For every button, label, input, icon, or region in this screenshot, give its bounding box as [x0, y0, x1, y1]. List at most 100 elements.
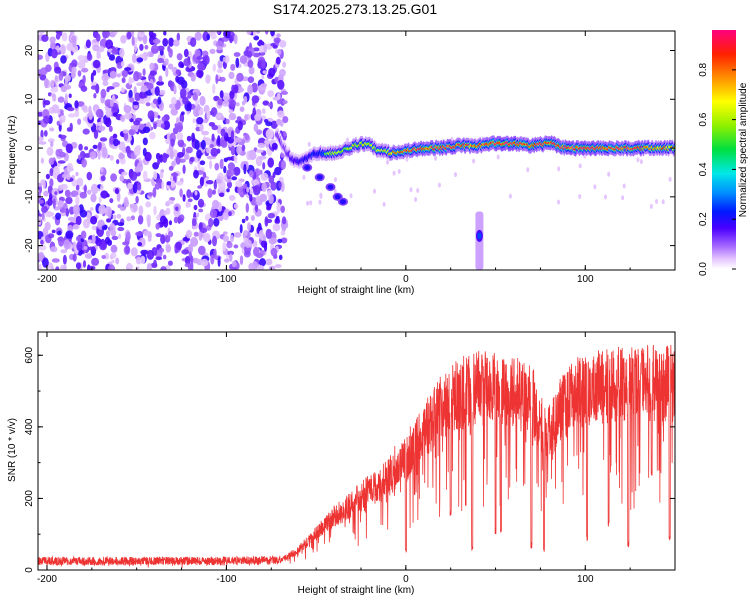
noise-blob	[216, 68, 224, 74]
colorbar-tick-label: 0.4	[698, 162, 709, 176]
snr-y-label: SNR (10 * v/v)	[7, 418, 18, 482]
noise-blob	[179, 158, 186, 163]
noise-blob	[272, 223, 281, 232]
noise-blob	[158, 247, 164, 253]
noise-blob	[110, 173, 117, 182]
noise-blob	[107, 239, 113, 246]
noise-blob	[236, 145, 242, 155]
noise-blob	[216, 46, 223, 51]
noise-blob	[50, 93, 56, 97]
noise-speckle	[438, 182, 441, 188]
noise-blob	[243, 96, 248, 104]
noise-blob	[86, 53, 93, 61]
noise-blob	[92, 144, 98, 149]
noise-blob	[74, 109, 80, 118]
noise-blob	[160, 234, 166, 245]
noise-blob	[237, 185, 245, 196]
noise-blob	[273, 37, 281, 44]
noise-blob	[179, 88, 187, 98]
noise-blob	[120, 206, 126, 211]
noise-blob	[38, 141, 47, 145]
noise-blob	[49, 178, 54, 188]
noise-blob	[248, 149, 256, 159]
colorbar-label: Normalized spectral amplitude	[738, 82, 749, 217]
noise-blob	[186, 91, 192, 99]
noise-blob	[99, 137, 108, 142]
noise-blob	[51, 258, 60, 263]
noise-blob	[216, 176, 223, 185]
noise-blob	[250, 215, 255, 221]
noise-blob	[225, 118, 230, 125]
noise-blob	[184, 255, 191, 266]
noise-blob	[192, 92, 198, 101]
noise-blob	[118, 153, 125, 160]
noise-blob	[38, 69, 42, 77]
noise-blob	[98, 196, 102, 204]
noise-blob	[151, 32, 157, 38]
noise-blob	[212, 63, 217, 72]
noise-blob	[186, 189, 192, 199]
noise-blob	[226, 241, 233, 249]
noise-blob	[168, 37, 175, 47]
noise-blob	[190, 261, 194, 270]
noise-blob	[184, 263, 192, 268]
noise-speckle	[306, 200, 310, 206]
noise-blob	[170, 138, 175, 147]
noise-blob	[155, 222, 160, 230]
noise-blob	[247, 76, 255, 83]
noise-blob	[122, 129, 129, 134]
noise-blob	[193, 169, 199, 179]
noise-blob	[66, 107, 75, 112]
y-tick-label: 400	[24, 418, 35, 435]
noise-blob	[208, 218, 214, 228]
noise-blob	[282, 61, 287, 68]
noise-blob	[282, 100, 288, 105]
noise-blob	[159, 171, 164, 179]
noise-blob	[120, 87, 125, 93]
noise-blob	[72, 253, 77, 262]
noise-blob	[135, 195, 139, 204]
noise-blob	[121, 77, 126, 84]
noise-blob	[205, 180, 214, 185]
noise-blob	[166, 181, 172, 186]
y-tick-label: 600	[24, 346, 35, 363]
noise-speckle	[636, 157, 640, 163]
noise-blob	[132, 114, 136, 120]
noise-blob	[124, 112, 133, 120]
noise-blob	[78, 143, 83, 151]
noise-blob	[223, 165, 227, 174]
noise-blob	[90, 183, 99, 195]
noise-blob	[42, 179, 46, 190]
snr-x-label: Height of straight line (km)	[298, 585, 415, 596]
noise-blob	[229, 35, 233, 44]
noise-speckle	[557, 199, 560, 205]
noise-blob	[87, 246, 96, 251]
noise-blob	[230, 234, 234, 243]
noise-blob	[56, 120, 60, 126]
noise-blob	[193, 204, 198, 211]
noise-blob	[244, 239, 252, 248]
noise-blob	[168, 165, 174, 171]
noise-blob	[206, 146, 211, 154]
noise-blob	[125, 145, 131, 154]
noise-blob	[152, 187, 157, 198]
noise-blob	[175, 206, 179, 211]
noise-blob	[242, 183, 248, 189]
noise-blob	[219, 158, 224, 170]
noise-blob	[135, 256, 142, 265]
noise-blob	[76, 177, 84, 187]
noise-blob	[259, 258, 266, 267]
noise-blob	[255, 149, 264, 154]
noise-speckle	[496, 154, 500, 160]
tail-mark	[334, 194, 341, 200]
noise-blob	[153, 123, 157, 130]
noise-blob	[185, 201, 190, 208]
x-tick-label: -100	[216, 574, 236, 585]
noise-blob	[57, 185, 64, 191]
noise-blob	[164, 235, 171, 243]
noise-blob	[281, 216, 287, 225]
noise-blob	[187, 243, 194, 254]
noise-blob	[266, 206, 272, 211]
noise-blob	[196, 149, 202, 159]
noise-blob	[45, 173, 51, 180]
